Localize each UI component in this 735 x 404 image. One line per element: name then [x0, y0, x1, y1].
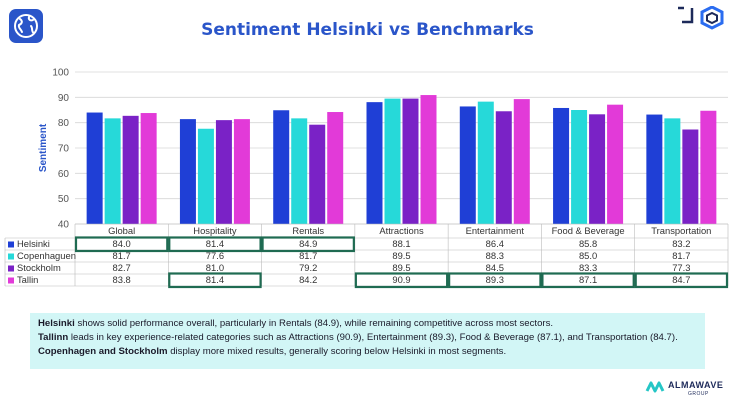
highlight-box	[261, 236, 355, 253]
bar	[571, 110, 588, 224]
bar	[682, 129, 699, 224]
bar	[513, 99, 530, 224]
data-label: 88.1	[392, 238, 410, 249]
brand-subtitle: GROUP	[688, 391, 709, 397]
legend-swatch	[8, 241, 14, 248]
brand-logo-icon	[645, 381, 665, 393]
data-label: 84.7	[672, 274, 690, 285]
data-label: 81.7	[672, 250, 690, 261]
legend-label: Stockholm	[17, 262, 61, 273]
data-label: 83.2	[672, 238, 690, 249]
bar	[553, 107, 570, 224]
bar	[233, 119, 250, 224]
note-line-3: Copenhagen and Stockholm display more mi…	[38, 346, 507, 358]
highlight-box	[168, 236, 262, 253]
bar	[459, 106, 476, 224]
bar	[140, 113, 157, 224]
y-tick-label: 60	[58, 169, 70, 180]
x-tick-label: Transportation	[651, 225, 711, 236]
data-label: 77.3	[672, 262, 690, 273]
highlight-box	[354, 272, 449, 289]
summary-note: Helsinki shows solid performance overall…	[30, 313, 705, 369]
x-tick-label: Entertainment	[466, 225, 525, 236]
highlight-box	[74, 236, 169, 253]
data-label: 87.1	[579, 274, 597, 285]
y-tick-label: 90	[58, 93, 70, 104]
logo-icon	[678, 6, 724, 30]
data-label: 83.3	[579, 262, 597, 273]
legend-swatch	[8, 265, 14, 272]
data-label: 79.2	[299, 262, 317, 273]
legend-swatch	[8, 253, 14, 260]
bar	[215, 120, 232, 224]
bar	[273, 110, 290, 224]
data-label: 83.8	[113, 274, 131, 285]
data-label: 85.8	[579, 238, 597, 249]
bar-chart: 40 50 60 70 80 90 100 Sentiment Global Hospitalit…	[4, 68, 729, 289]
highlight-box	[168, 272, 262, 289]
bar	[402, 98, 419, 224]
data-label: 84.2	[299, 274, 317, 285]
legend-swatch	[8, 277, 14, 284]
bar	[420, 95, 437, 224]
page-title: Sentiment Helsinki vs Benchmarks	[201, 20, 534, 40]
data-label: 82.7	[113, 262, 131, 273]
y-tick-label: 70	[58, 144, 70, 155]
bar	[384, 98, 401, 224]
y-axis-label: Sentiment	[38, 123, 49, 172]
legend-label: Copenhaguen	[17, 250, 76, 261]
bar	[700, 110, 717, 224]
bar	[86, 112, 103, 224]
x-tick-label: Hospitality	[193, 225, 237, 236]
note-line-1: Helsinki shows solid performance overall…	[38, 318, 554, 329]
bar	[646, 114, 663, 224]
bar	[366, 102, 383, 224]
data-label: 84.5	[486, 262, 504, 273]
brand-name: ALMAWAVE	[668, 380, 724, 390]
data-label: 81.4	[206, 274, 224, 285]
y-tick-label: 80	[58, 118, 70, 129]
x-tick-label: Attractions	[379, 225, 424, 236]
bar	[179, 119, 196, 224]
data-label: 89.5	[392, 262, 410, 273]
data-label: 85.0	[579, 250, 597, 261]
bar	[122, 115, 139, 224]
y-tick-label: 50	[58, 194, 70, 205]
legend-label: Helsinki	[17, 238, 50, 249]
data-label: 88.3	[486, 250, 504, 261]
bar	[104, 118, 121, 224]
highlight-box	[634, 272, 729, 289]
data-label: 81.7	[299, 250, 317, 261]
data-label: 81.4	[206, 238, 224, 249]
bar	[607, 104, 624, 224]
data-label: 90.9	[392, 274, 410, 285]
y-tick-label: 100	[52, 68, 69, 79]
data-label: 84.0	[113, 238, 131, 249]
bar	[327, 112, 344, 224]
note-line-2: Tallinn leads in key experience-related …	[38, 332, 678, 344]
data-label: 77.6	[206, 250, 224, 261]
bar	[197, 128, 214, 224]
y-tick-label: 40	[58, 220, 70, 231]
bar	[291, 118, 308, 224]
data-label: 89.5	[392, 250, 410, 261]
data-label: 86.4	[486, 238, 504, 249]
data-label: 89.3	[486, 274, 504, 285]
x-tick-label: Rentals	[292, 225, 324, 236]
x-tick-label: Global	[108, 225, 135, 236]
data-label: 84.9	[299, 238, 317, 249]
bar	[309, 124, 326, 224]
data-label: 81.0	[206, 262, 224, 273]
highlight-box	[541, 272, 635, 289]
highlight-box	[448, 272, 542, 289]
bar	[477, 101, 494, 224]
bar	[495, 111, 512, 224]
data-label: 81.7	[113, 250, 131, 261]
x-tick-label: Food & Beverage	[552, 225, 625, 236]
bar	[589, 114, 606, 224]
globe-icon	[9, 9, 43, 43]
legend-label: Tallin	[17, 274, 38, 285]
bar	[664, 118, 681, 224]
